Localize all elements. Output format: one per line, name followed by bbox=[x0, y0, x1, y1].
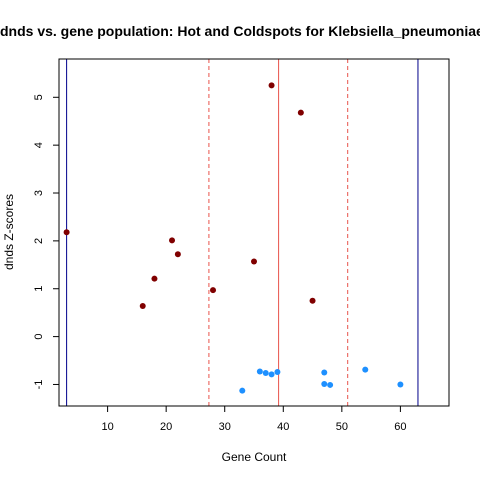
data-point-s1-5 bbox=[174, 251, 181, 258]
data-points bbox=[63, 82, 404, 394]
x-tick-label-10: 10 bbox=[101, 421, 113, 433]
data-point-s2-2 bbox=[256, 368, 263, 375]
x-tick-label-60: 60 bbox=[394, 421, 406, 433]
data-point-s2-8 bbox=[327, 381, 334, 388]
data-point-s1-2 bbox=[139, 302, 146, 309]
x-tick-label-20: 20 bbox=[160, 421, 172, 433]
y-tick-label-3: 3 bbox=[33, 190, 45, 196]
data-point-s1-1 bbox=[63, 229, 70, 236]
y-axis: -1 0 1 2 3 4 5 bbox=[33, 94, 60, 390]
y-tick-label-2: 2 bbox=[33, 238, 45, 244]
data-point-s1-9 bbox=[297, 109, 304, 116]
data-point-s1-8 bbox=[268, 82, 275, 89]
data-point-s2-9 bbox=[362, 366, 369, 373]
reference-lines bbox=[66, 59, 419, 406]
x-axis: 10 20 30 40 50 60 bbox=[101, 405, 407, 433]
y-tick-label-1: 1 bbox=[33, 286, 45, 292]
x-tick-label-30: 30 bbox=[219, 421, 231, 433]
data-point-s2-5 bbox=[274, 369, 281, 376]
plot-frame bbox=[58, 58, 450, 407]
data-point-s2-7 bbox=[321, 380, 328, 387]
y-tick-label-0: 0 bbox=[33, 334, 45, 340]
data-point-s1-3 bbox=[151, 275, 158, 282]
data-point-s2-1 bbox=[239, 387, 246, 394]
y-tick-label-4: 4 bbox=[33, 142, 45, 148]
data-point-s2-4 bbox=[268, 371, 275, 378]
data-point-s2-3 bbox=[262, 369, 269, 376]
data-point-s1-10 bbox=[309, 297, 316, 304]
y-axis-label: dnds Z-scores bbox=[2, 194, 16, 270]
x-tick-label-40: 40 bbox=[277, 421, 289, 433]
data-point-s1-7 bbox=[251, 258, 257, 265]
data-point-s2-10 bbox=[397, 381, 404, 388]
y-tick-label--1: -1 bbox=[33, 380, 45, 390]
y-tick-label-5: 5 bbox=[33, 94, 45, 100]
data-point-s1-4 bbox=[169, 237, 176, 244]
chart-title: dnds vs. gene population: Hot and Coldsp… bbox=[0, 23, 480, 39]
x-tick-label-50: 50 bbox=[336, 421, 348, 433]
data-point-s1-6 bbox=[210, 287, 217, 294]
x-axis-label: Gene Count bbox=[222, 450, 287, 464]
data-point-s2-6 bbox=[321, 369, 328, 376]
